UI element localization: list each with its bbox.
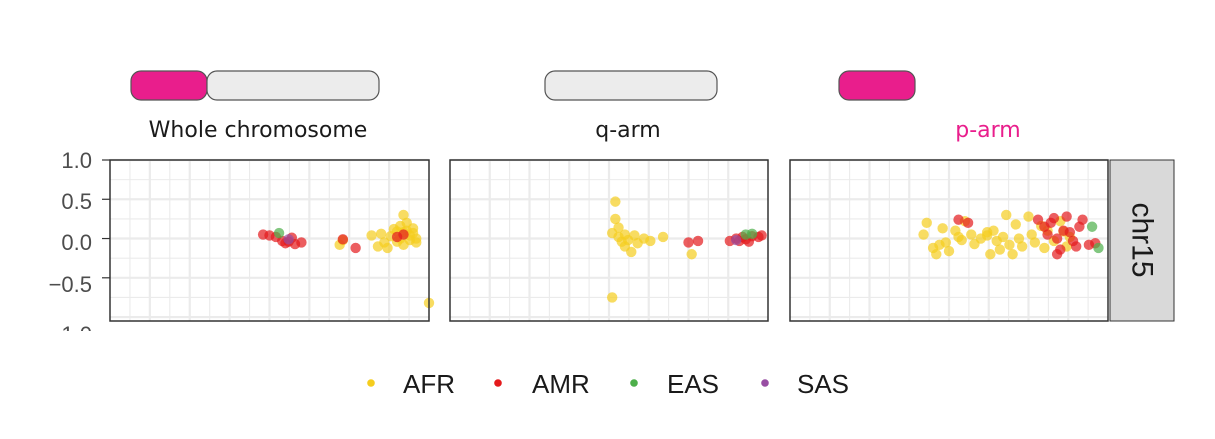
point-AFR bbox=[931, 249, 942, 260]
point-AFR bbox=[645, 235, 656, 247]
panel-border bbox=[789, 159, 1109, 322]
panel-q bbox=[449, 158, 769, 322]
point-AFR bbox=[398, 209, 409, 221]
point-AMR bbox=[398, 229, 409, 240]
point-AFR bbox=[1029, 237, 1041, 248]
point-AFR bbox=[985, 249, 996, 260]
point-AMR bbox=[1051, 233, 1063, 244]
point-AMR bbox=[337, 234, 349, 245]
point-EAS bbox=[1086, 221, 1098, 232]
facet-strip: chr15 bbox=[1109, 159, 1175, 322]
ideogram-whole-q-arm bbox=[206, 70, 380, 101]
point-AMR bbox=[1042, 229, 1053, 240]
point-SAS bbox=[731, 234, 742, 246]
point-AFR bbox=[943, 245, 955, 257]
legend-key-AFR bbox=[367, 379, 375, 387]
panel-p bbox=[789, 158, 1109, 322]
point-AMR bbox=[1032, 214, 1044, 225]
point-EAS bbox=[1093, 242, 1104, 254]
point-AFR bbox=[994, 244, 1006, 255]
point-EAS bbox=[273, 227, 285, 239]
facet-strip-label: chr15 bbox=[1126, 202, 1159, 277]
point-AFR bbox=[629, 230, 640, 241]
point-AMR bbox=[1061, 211, 1072, 222]
y-tick-label: 0.0 bbox=[61, 230, 92, 255]
point-AMR bbox=[350, 242, 361, 254]
point-AFR bbox=[1010, 219, 1021, 230]
ideogram-q-arm bbox=[544, 70, 718, 101]
ideogram-p-arm bbox=[838, 70, 916, 101]
point-AMR bbox=[296, 237, 307, 248]
point-AMR bbox=[756, 230, 767, 241]
point-AFR bbox=[937, 223, 948, 234]
point-AMR bbox=[1048, 212, 1060, 224]
legend-label-AMR: AMR bbox=[532, 369, 590, 399]
point-AFR bbox=[610, 213, 621, 225]
y-axis: 1.0 0.5 0.0 −0.5 −1.0 bbox=[49, 148, 110, 347]
point-AFR bbox=[956, 234, 967, 246]
panel-title-q: q-arm bbox=[595, 118, 660, 143]
point-AMR bbox=[962, 217, 974, 229]
panel-border bbox=[109, 159, 430, 322]
legend-label-EAS: EAS bbox=[667, 369, 719, 399]
point-AFR bbox=[1004, 239, 1015, 251]
point-AMR bbox=[1077, 214, 1088, 225]
point-AMR bbox=[683, 237, 694, 248]
point-AFR bbox=[411, 237, 422, 248]
point-AFR bbox=[1001, 209, 1012, 221]
point-AMR bbox=[692, 235, 704, 247]
point-AFR bbox=[940, 237, 952, 248]
point-AFR bbox=[610, 196, 621, 207]
point-AFR bbox=[1013, 233, 1025, 244]
point-AFR bbox=[382, 242, 393, 254]
panel-title-whole: Whole chromosome bbox=[149, 118, 368, 143]
panel-whole bbox=[109, 158, 435, 322]
point-AMR bbox=[953, 214, 964, 225]
point-AFR bbox=[686, 249, 697, 260]
point-AFR bbox=[1026, 229, 1037, 240]
y-tick-label: 0.5 bbox=[61, 189, 92, 214]
y-tick-label-clipped: −1.0 bbox=[49, 322, 92, 347]
ideogram-p bbox=[838, 70, 916, 101]
ideograms bbox=[130, 70, 916, 101]
point-AFR bbox=[981, 230, 993, 241]
legend-label-SAS: SAS bbox=[797, 369, 849, 399]
point-AFR bbox=[1016, 241, 1028, 252]
legend-key-SAS bbox=[761, 379, 769, 387]
point-AFR bbox=[366, 230, 377, 241]
ideogram-whole-p-arm bbox=[130, 70, 208, 101]
ideogram-q bbox=[544, 70, 718, 101]
legend: AFR AMR EAS SAS bbox=[367, 369, 849, 399]
gridlines bbox=[110, 158, 429, 321]
legend-key-AMR bbox=[494, 379, 502, 387]
point-AFR bbox=[375, 228, 387, 240]
point-AMR bbox=[1071, 241, 1082, 252]
point-AFR bbox=[657, 231, 669, 243]
point-AFR bbox=[626, 246, 637, 258]
ideogram-whole bbox=[130, 70, 380, 101]
legend-label-AFR: AFR bbox=[403, 369, 455, 399]
point-EAS bbox=[746, 228, 758, 240]
point-AMR bbox=[1064, 227, 1076, 238]
point-AFR bbox=[1039, 242, 1050, 254]
point-AFR bbox=[606, 292, 618, 303]
point-AMR bbox=[1051, 249, 1063, 260]
panel-border bbox=[449, 159, 769, 322]
point-AFR bbox=[966, 229, 977, 240]
y-tick-label: 1.0 bbox=[61, 148, 92, 173]
facet-strip-box bbox=[1109, 159, 1175, 322]
legend-key-EAS bbox=[630, 379, 638, 387]
point-AFR bbox=[1007, 249, 1018, 260]
point-AFR bbox=[997, 231, 1009, 243]
point-AFR bbox=[918, 229, 929, 240]
point-AFR bbox=[1023, 211, 1034, 222]
y-tick-label: −0.5 bbox=[49, 272, 92, 297]
panel-title-p: p-arm bbox=[955, 118, 1020, 143]
point-SAS bbox=[283, 234, 294, 245]
point-AFR bbox=[921, 217, 932, 229]
